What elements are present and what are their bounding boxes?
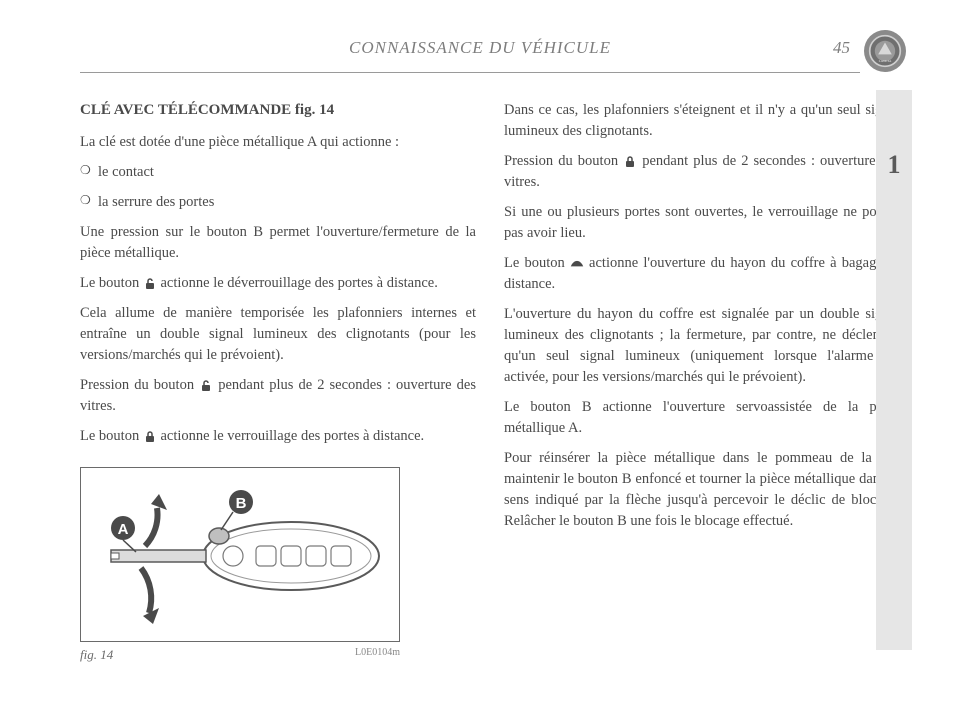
paragraph: Le bouton actionne le déverrouillage des… [80, 273, 476, 294]
paragraph: Une pression sur le bouton B permet l'ou… [80, 222, 476, 264]
list-item: le contact [80, 162, 476, 183]
header-rule [80, 72, 860, 73]
brand-logo-icon: LANCIA [864, 30, 906, 72]
paragraph: Dans ce cas, les plafonniers s'éteignent… [504, 100, 900, 142]
svg-text:LANCIA: LANCIA [879, 59, 892, 63]
paragraph: La clé est dotée d'une pièce métallique … [80, 132, 476, 153]
paragraph: Le bouton actionne le verrouillage des p… [80, 426, 476, 447]
paragraph: Pression du bouton pendant plus de 2 sec… [80, 375, 476, 417]
paragraph: Si une ou plusieurs portes sont ouvertes… [504, 202, 900, 244]
figure-illustration: A B [80, 467, 400, 642]
chapter-number: 1 [888, 150, 901, 180]
paragraph: Pour réinsérer la pièce métallique dans … [504, 448, 900, 532]
figure-label-b: B [236, 495, 247, 512]
left-column: CLÉ AVEC TÉLÉCOMMANDE fig. 14 La clé est… [80, 100, 476, 665]
list-item: la serrure des portes [80, 192, 476, 213]
right-column: Dans ce cas, les plafonniers s'éteignent… [504, 100, 900, 665]
paragraph: Pression du bouton pendant plus de 2 sec… [504, 151, 900, 193]
paragraph: Le bouton actionne l'ouverture du hayon … [504, 253, 900, 295]
lock-icon [143, 430, 157, 444]
paragraph: L'ouverture du hayon du coffre est signa… [504, 304, 900, 388]
lock-icon [623, 155, 637, 169]
page: CONNAISSANCE DU VÉHICULE 45 LANCIA 1 CLÉ… [0, 0, 960, 708]
figure: A B fig. 14 L0E0104m [80, 467, 400, 665]
header-title: CONNAISSANCE DU VÉHICULE [0, 38, 960, 58]
unlock-icon [199, 379, 213, 393]
trunk-icon [570, 257, 584, 271]
figure-caption: fig. 14 [80, 646, 113, 665]
paragraph: Cela allume de manière temporisée les pl… [80, 303, 476, 366]
chapter-tab: 1 [876, 90, 912, 650]
content-area: CLÉ AVEC TÉLÉCOMMANDE fig. 14 La clé est… [80, 100, 900, 665]
figure-caption-row: fig. 14 L0E0104m [80, 646, 400, 665]
figure-code: L0E0104m [355, 646, 400, 665]
page-number: 45 [833, 38, 850, 58]
paragraph: Le bouton B actionne l'ouverture servoas… [504, 397, 900, 439]
figure-label-a: A [118, 521, 129, 538]
section-heading: CLÉ AVEC TÉLÉCOMMANDE fig. 14 [80, 100, 476, 122]
unlock-icon [143, 277, 157, 291]
